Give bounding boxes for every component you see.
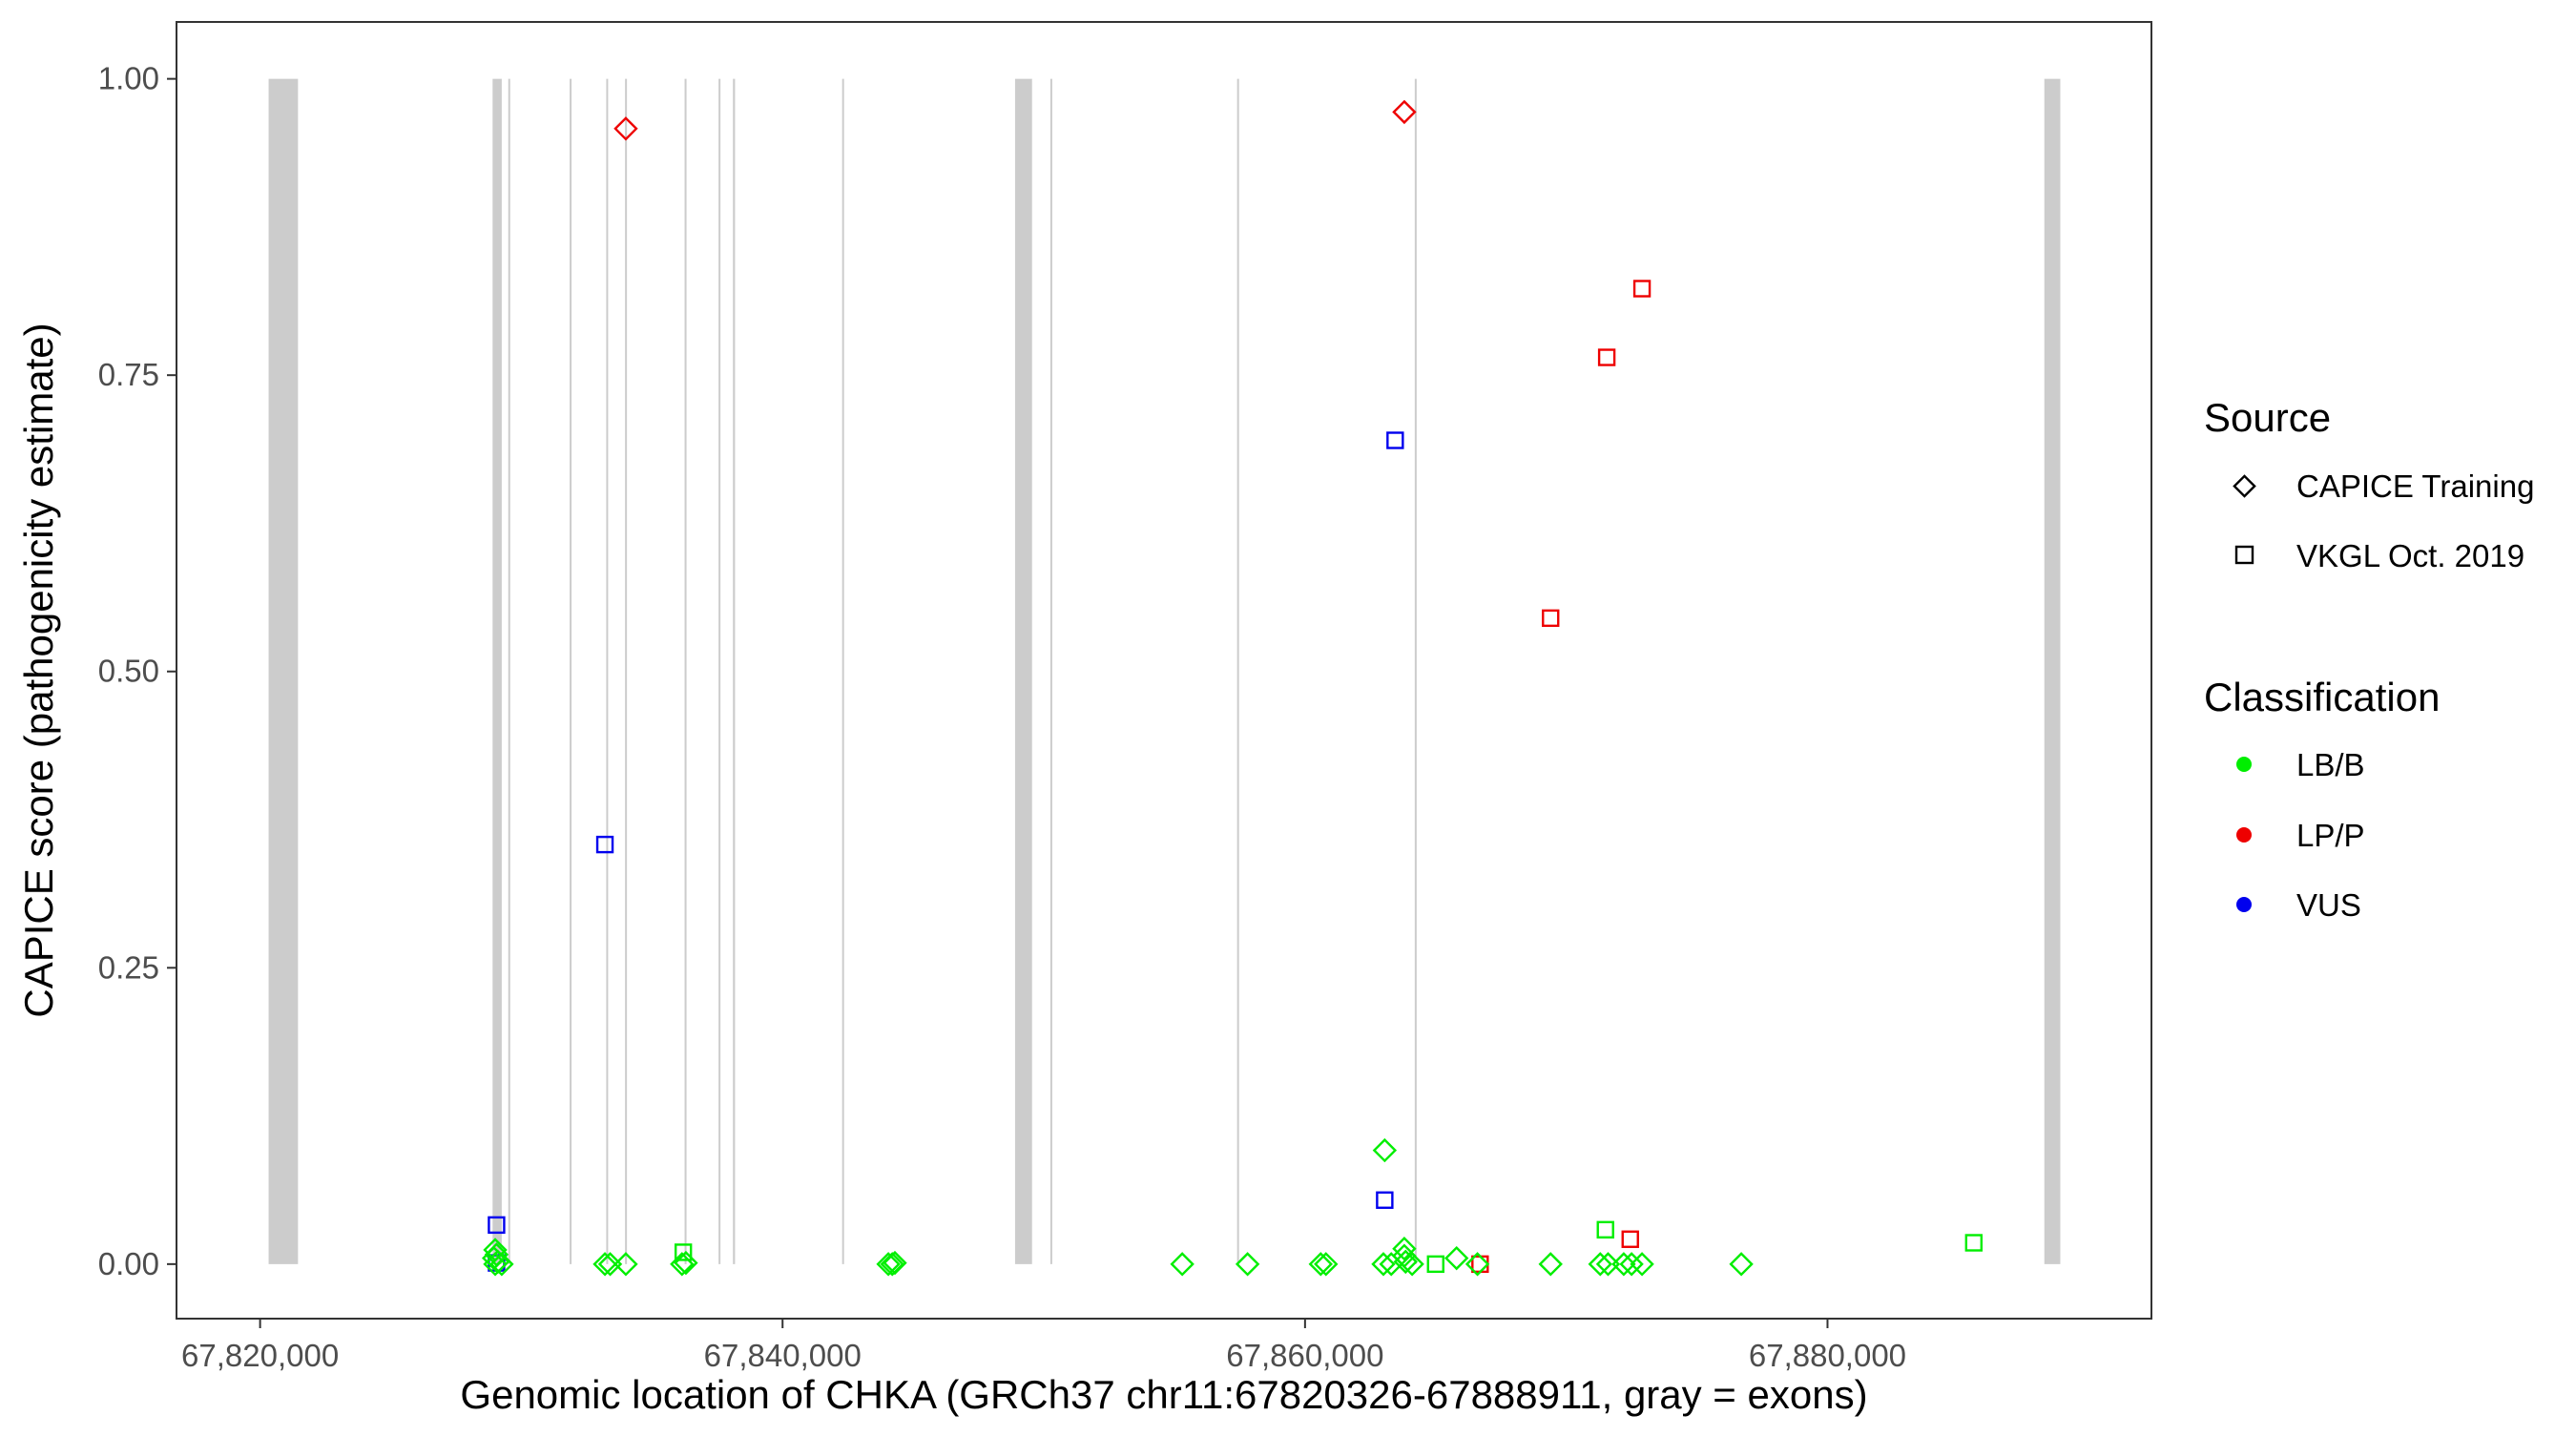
legend-label-vus: VUS [2296, 887, 2361, 923]
exon-band [841, 78, 844, 1264]
legend: Source CAPICE Training VKGL Oct. 2019 Cl… [2204, 395, 2534, 923]
data-point-diamond [1465, 1252, 1490, 1277]
y-tick-label: 1.00 [98, 61, 159, 96]
data-point-diamond [592, 1252, 617, 1277]
data-point-diamond [1630, 1252, 1654, 1277]
points-layer [481, 99, 1984, 1277]
y-tick-label: 0.25 [98, 949, 159, 985]
plot-panel-border [176, 21, 2152, 1320]
exon-band [492, 78, 502, 1264]
data-point-diamond [1444, 1245, 1469, 1271]
exon-band [268, 78, 299, 1264]
data-point-square [1632, 280, 1652, 298]
data-point-square [1376, 1191, 1394, 1209]
data-point-diamond [1729, 1252, 1754, 1277]
data-point-diamond [1379, 1252, 1403, 1277]
legend-key-diamond-icon [2233, 474, 2256, 498]
legend-label-vkgl: VKGL Oct. 2019 [2296, 538, 2524, 573]
data-point-diamond [1235, 1252, 1260, 1277]
x-tick-label: 67,880,000 [1749, 1338, 1906, 1373]
data-point-diamond [1611, 1252, 1636, 1277]
exon-band [508, 78, 510, 1264]
exon-band [1236, 78, 1239, 1264]
data-point-diamond [597, 1252, 623, 1277]
legend-key-square-icon [2234, 545, 2254, 565]
exon-layer [268, 78, 2061, 1264]
data-point-diamond [613, 116, 638, 141]
data-point-diamond [483, 1252, 508, 1277]
exon-band [1414, 78, 1417, 1264]
data-point-square [1542, 609, 1560, 628]
data-point-square [1597, 348, 1616, 366]
y-tick-label: 0.50 [98, 654, 159, 689]
legend-key-lpp-dot-icon [2236, 827, 2252, 843]
data-point-square [1964, 1234, 1984, 1252]
x-axis-title: Genomic location of CHKA (GRCh37 chr11:6… [460, 1372, 1867, 1417]
exon-band [1014, 78, 1032, 1264]
legend-label-lbb: LB/B [2296, 747, 2365, 782]
data-point-square [674, 1243, 693, 1261]
exon-band [2044, 78, 2061, 1264]
data-point-diamond [883, 1250, 907, 1276]
exon-band [570, 78, 572, 1264]
y-tick-label: 0.75 [98, 357, 159, 392]
data-point-diamond [1393, 1249, 1418, 1275]
data-point-square [1621, 1230, 1639, 1248]
data-point-diamond [613, 1252, 638, 1277]
data-point-square [1596, 1220, 1614, 1239]
y-axis-title: CAPICE score (pathogenicity estimate) [16, 323, 61, 1017]
data-point-diamond [1392, 1237, 1417, 1261]
data-point-diamond [1372, 1137, 1398, 1163]
exon-band [733, 78, 736, 1264]
exon-band [625, 78, 628, 1264]
data-point-diamond [489, 1252, 514, 1277]
data-point-square [595, 835, 614, 854]
x-tick-label: 67,840,000 [704, 1338, 862, 1373]
data-point-diamond [1308, 1252, 1333, 1277]
exon-band [1049, 78, 1052, 1264]
legend-title-source: Source [2204, 395, 2331, 440]
legend-label-capice-training: CAPICE Training [2296, 468, 2534, 504]
legend-title-classification: Classification [2204, 675, 2440, 719]
axis-layer: 0.00 0.25 0.50 0.75 1.00 67,820,000 67,840,000… [98, 61, 1906, 1373]
data-point-diamond [1588, 1252, 1612, 1277]
data-point-diamond [1538, 1252, 1563, 1277]
data-point-diamond [1619, 1252, 1644, 1277]
exon-band [718, 78, 721, 1264]
data-point-diamond [1400, 1252, 1424, 1277]
legend-key-lbb-dot-icon [2236, 757, 2252, 772]
x-tick-label: 67,860,000 [1226, 1338, 1383, 1373]
data-point-square [1386, 431, 1404, 449]
y-tick-label: 0.00 [98, 1246, 159, 1281]
x-tick-label: 67,820,000 [181, 1338, 339, 1373]
data-point-diamond [876, 1252, 901, 1277]
data-point-diamond [1371, 1252, 1396, 1277]
data-point-square [1426, 1255, 1444, 1274]
exon-band [606, 78, 609, 1264]
exon-band [684, 78, 687, 1264]
data-point-square [488, 1216, 506, 1235]
data-point-diamond [1595, 1252, 1621, 1277]
legend-label-lpp: LP/P [2296, 818, 2365, 853]
data-point-diamond [1392, 99, 1417, 125]
legend-key-vus-dot-icon [2236, 897, 2252, 912]
data-point-diamond [1314, 1252, 1339, 1277]
data-point-diamond [1170, 1252, 1195, 1277]
